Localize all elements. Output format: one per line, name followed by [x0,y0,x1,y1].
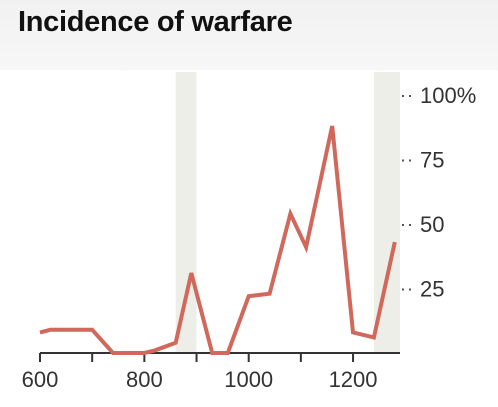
y-tick-label-50: 50 [420,212,444,237]
x-tick-label-600: 600 [22,367,59,392]
shaded-band-0 [175,72,197,353]
shaded-band-1 [373,72,400,353]
tick-labels: 600 800 1000 1200 25 50 75 100% [22,83,477,392]
y-tick-label-25: 25 [420,277,444,302]
y-tick-label-100: 100% [420,83,476,108]
x-tick-label-800: 800 [126,367,163,392]
shaded-bands [175,72,400,353]
chart-title: Incidence of warfare [18,6,293,38]
y-tick-label-75: 75 [420,148,444,173]
data-series [39,125,397,355]
series-line-0 [39,125,397,355]
x-tick-label-1000: 1000 [224,367,273,392]
title-bar: Incidence of warfare [0,0,498,70]
x-tick-label-1200: 1200 [329,367,378,392]
axes [39,95,416,362]
